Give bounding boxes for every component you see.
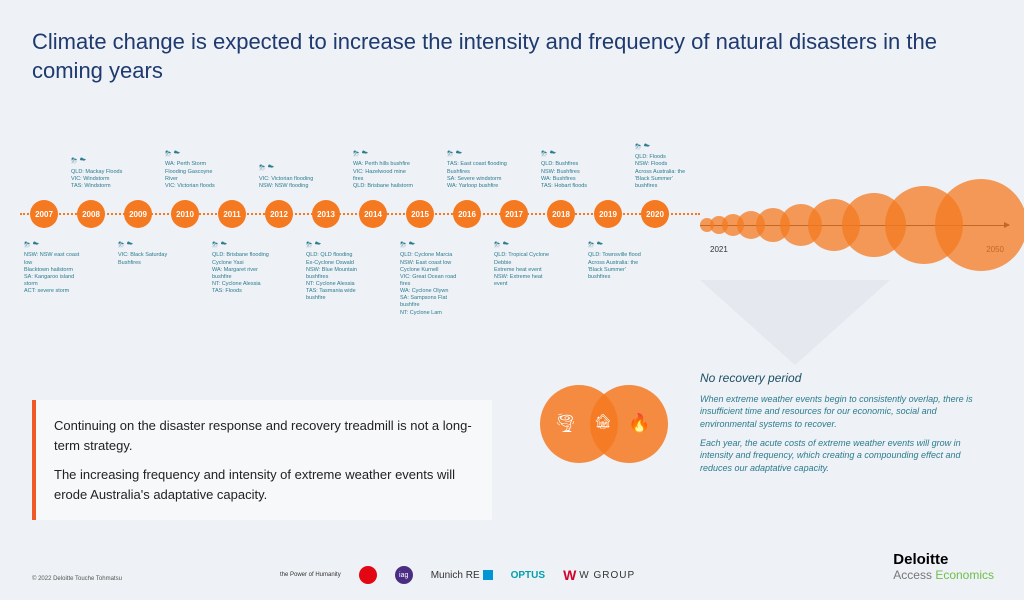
timeline: 2007⛈ ☁NSW: NSW east coast lowBlacktown … [20,195,700,235]
events-bottom-2009: ⛈ ☁VIC: Black Saturday Bushfires [118,240,178,267]
year-2008: 2008 [77,200,105,228]
callout-box: Continuing on the disaster response and … [32,400,492,520]
events-top-2012: ⛈ ☁VIC: Victorian floodingNSW: NSW flood… [259,163,319,190]
deloitte-brand: Deloitte Access Economics [893,551,994,582]
year-2009: 2009 [124,200,152,228]
events-top-2020: ⛈ ☁QLD: FloodsNSW: FloodsAcross Australi… [635,142,695,190]
recovery-p2: Each year, the acute costs of extreme we… [700,437,994,475]
events-top-2010: ⛈ ☁WA: Perth StormFlooding Gascoyne Rive… [165,149,225,190]
year-2007: 2007 [30,200,58,228]
future-start-label: 2021 [710,245,728,254]
events-bottom-2011: ⛈ ☁QLD: Brisbane floodingCyclone YasiWA:… [212,240,272,295]
copyright: © 2022 Deloitte Touche Tohmatsu [32,576,122,582]
recovery-p1: When extreme weather events begin to con… [700,393,994,431]
year-2016: 2016 [453,200,481,228]
events-bottom-2019: ⛈ ☁QLD: Townsville floodAcross Australia… [588,240,648,281]
future-projection: 2021 2050 [700,165,1014,285]
logo-humanity: the Power of Humanity [280,572,341,578]
flood-icon: 🏚 [594,413,612,430]
events-top-2014: ⛈ ☁WA: Perth hills bushfireVIC: Hazelwoo… [353,149,413,190]
venn-diagram: 🌪 🏚 🔥 [540,375,680,475]
year-2014: 2014 [359,200,387,228]
events-bottom-2007: ⛈ ☁NSW: NSW east coast lowBlacktown hail… [24,240,84,295]
callout-text-2: The increasing frequency and intensity o… [54,465,474,504]
tornado-icon: 🌪 [554,413,577,434]
events-top-2008: ⛈ ☁QLD: Mackay FloodsVIC: WindstormTAS: … [71,156,131,190]
year-2020: 2020 [641,200,669,228]
year-2012: 2012 [265,200,293,228]
events-bottom-2013: ⛈ ☁QLD: QLD floodingEx-Cyclone OswaldNSW… [306,240,366,302]
page-title: Climate change is expected to increase t… [32,28,984,85]
footer: © 2022 Deloitte Touche Tohmatsu the Powe… [0,550,1024,590]
events-bottom-2015: ⛈ ☁QLD: Cyclone MarciaNSW: East coast lo… [400,240,460,317]
year-2018: 2018 [547,200,575,228]
logo-iag: iag [395,566,413,584]
projection-funnel [700,280,900,370]
events-top-2018: ⛈ ☁QLD: BushfiresNSW: BushfiresWA: Bushf… [541,149,601,190]
events-bottom-2017: ⛈ ☁QLD: Tropical Cyclone DebbieExtreme h… [494,240,554,288]
logo-wgroup: WW GROUP [563,567,635,583]
logo-munichre: Munich RE [431,570,493,581]
callout-text-1: Continuing on the disaster response and … [54,416,474,455]
year-2011: 2011 [218,200,246,228]
year-2017: 2017 [500,200,528,228]
fire-icon: 🔥 [628,413,650,434]
year-2010: 2010 [171,200,199,228]
events-top-2016: ⛈ ☁TAS: East coast floodingBushfiresSA: … [447,149,507,190]
recovery-text: No recovery period When extreme weather … [700,370,994,480]
recovery-heading: No recovery period [700,370,994,387]
year-2015: 2015 [406,200,434,228]
year-2019: 2019 [594,200,622,228]
logo-optus: OPTUS [511,570,545,581]
sponsor-logos: the Power of Humanity iag Munich RE OPTU… [280,566,635,584]
logo-redcross [359,566,377,584]
future-circle-9 [935,179,1024,271]
year-2013: 2013 [312,200,340,228]
